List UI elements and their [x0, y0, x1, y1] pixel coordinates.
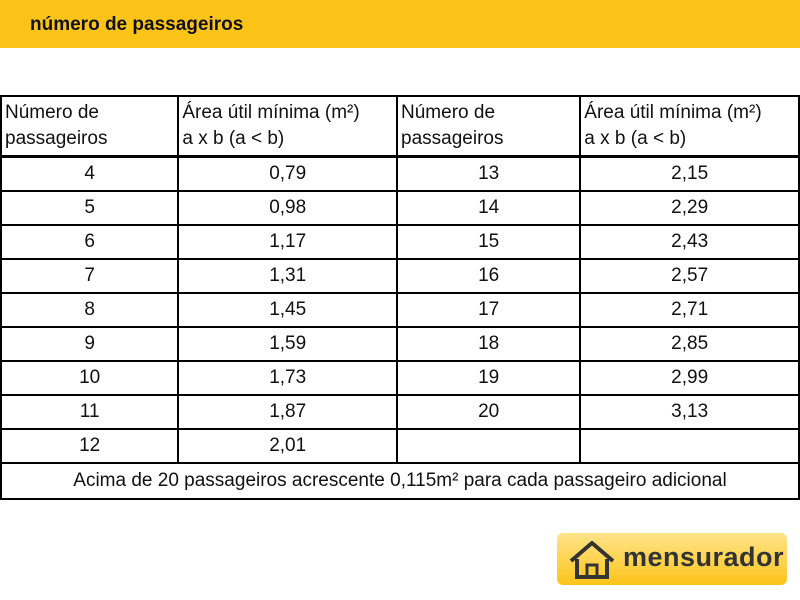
- header-line: a x b (a < b): [584, 128, 687, 149]
- cell: 5: [0, 190, 180, 226]
- cell: 12: [0, 428, 180, 464]
- cell: 2,43: [579, 224, 800, 260]
- row: 5 0,98 14 2,29: [0, 190, 800, 226]
- header-row: Número de passageiros Área útil mínima (m²…: [0, 95, 800, 158]
- cell: 2,57: [579, 258, 800, 294]
- cell: 15: [396, 224, 582, 260]
- header-line: a x b (a < b): [182, 128, 285, 149]
- footer-row: Acima de 20 passageiros acrescente 0,115…: [0, 462, 800, 500]
- cell: 4: [0, 155, 180, 192]
- cell: 2,99: [579, 360, 800, 396]
- cell: 9: [0, 326, 180, 362]
- cell: 14: [396, 190, 582, 226]
- cell: 16: [396, 258, 582, 294]
- row: 9 1,59 18 2,85: [0, 326, 800, 362]
- cell: 18: [396, 326, 582, 362]
- cell: 10: [0, 360, 180, 396]
- cell: 19: [396, 360, 582, 396]
- cell: 7: [0, 258, 180, 294]
- cell: 3,13: [579, 394, 800, 430]
- header-line: passageiros: [401, 128, 504, 149]
- header-cell: Área útil mínima (m²) a x b (a < b): [579, 95, 800, 158]
- logo-icon: [569, 541, 615, 579]
- cell: 1,31: [177, 258, 399, 294]
- cell: 1,59: [177, 326, 399, 362]
- header-line: Número de: [5, 102, 99, 123]
- footer-note: Acima de 20 passageiros acrescente 0,115…: [0, 462, 800, 500]
- cell: 8: [0, 292, 180, 328]
- logo: mensurador: [557, 533, 787, 585]
- cell: 13: [396, 155, 582, 192]
- table: Número de passageiros Área útil mínima (m²…: [0, 95, 800, 500]
- cell: 17: [396, 292, 582, 328]
- cell: 2,29: [579, 190, 800, 226]
- header-title: número de passageiros: [30, 14, 244, 35]
- cell: 1,73: [177, 360, 399, 396]
- cell: 1,45: [177, 292, 399, 328]
- cell: 11: [0, 394, 180, 430]
- cell: 2,15: [579, 155, 800, 192]
- header-line: passageiros: [5, 128, 108, 149]
- header-cell: Número de passageiros: [396, 95, 582, 158]
- cell: 2,85: [579, 326, 800, 362]
- table-body: 4 0,79 13 2,15 5 0,98 14 2,29 6 1,17 15 2,43 7 1,31 16…: [0, 155, 800, 500]
- cell: 0,98: [177, 190, 399, 226]
- cell: 6: [0, 224, 180, 260]
- header-line: Área útil mínima (m²): [584, 102, 762, 123]
- row: 12 2,01: [0, 428, 800, 464]
- header-cell: Número de passageiros: [0, 95, 180, 158]
- row: 7 1,31 16 2,57: [0, 258, 800, 294]
- row: 11 1,87 20 3,13: [0, 394, 800, 430]
- row: 8 1,45 17 2,71: [0, 292, 800, 328]
- cell: 20: [396, 394, 582, 430]
- cell: 1,87: [177, 394, 399, 430]
- empty-cell: [396, 428, 582, 464]
- row: 10 1,73 19 2,99: [0, 360, 800, 396]
- header-line: Área útil mínima (m²): [182, 102, 360, 123]
- header-cell: Área útil mínima (m²) a x b (a < b): [177, 95, 399, 158]
- cell: 2,71: [579, 292, 800, 328]
- empty-cell: [579, 428, 800, 464]
- header-line: Número de: [401, 102, 496, 123]
- cell: 2,01: [177, 428, 399, 464]
- cell: 0,79: [177, 155, 399, 192]
- logo-text: mensurador: [623, 542, 785, 572]
- row: 6 1,17 15 2,43: [0, 224, 800, 260]
- cell: 1,17: [177, 224, 399, 260]
- row: 4 0,79 13 2,15: [0, 155, 800, 192]
- header-bar: número de passageiros: [0, 0, 800, 48]
